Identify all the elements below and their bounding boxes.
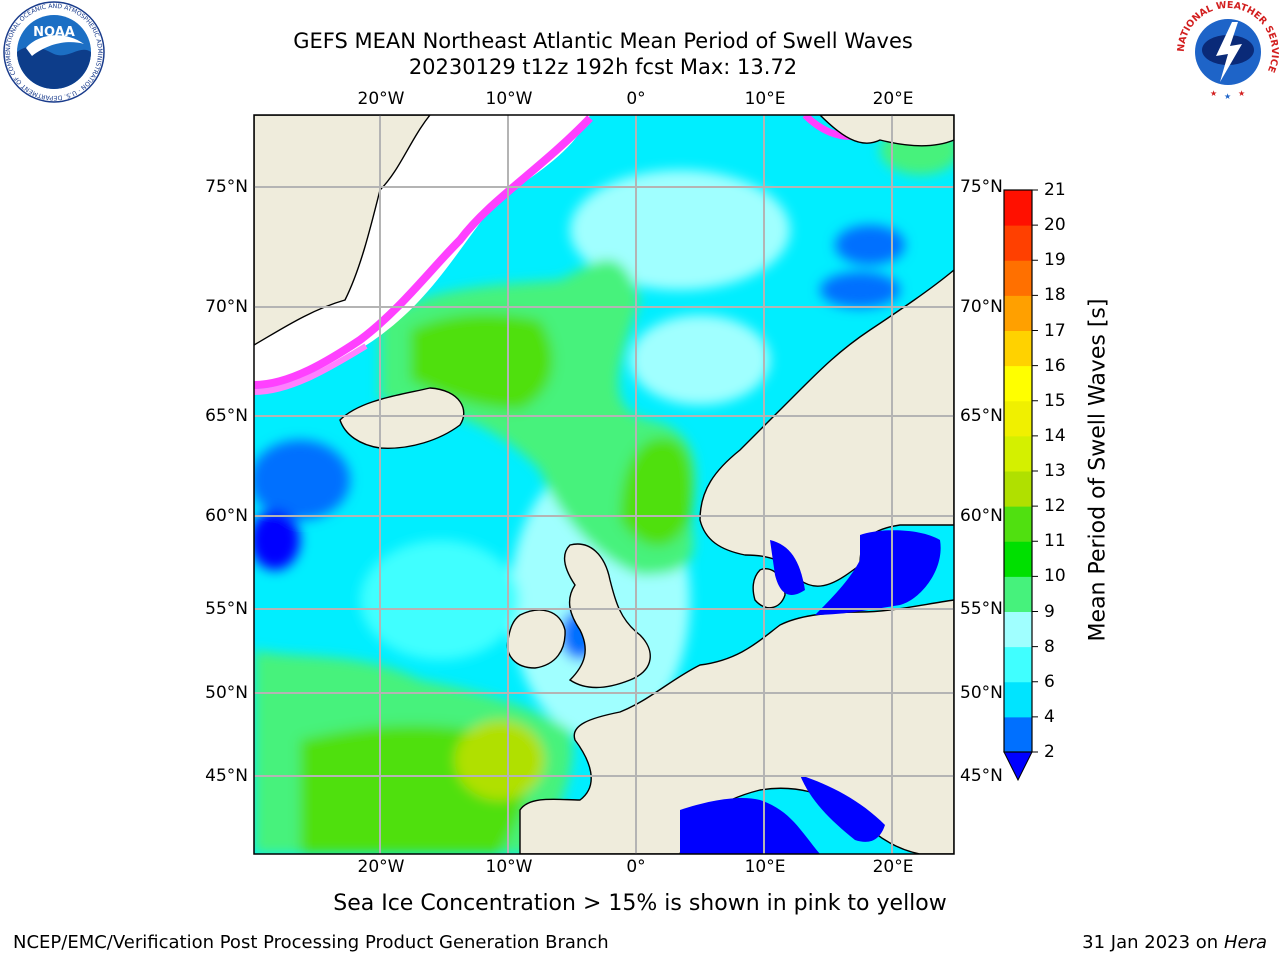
footer-credit: NCEP/EMC/Verification Post Processing Pr… <box>13 932 609 953</box>
colorbar-band <box>1004 506 1032 542</box>
colorbar-band <box>1004 190 1032 226</box>
colorbar-tick-label: 8 <box>1044 636 1055 657</box>
graticule <box>254 115 954 854</box>
colorbar-band <box>1004 681 1032 718</box>
sea-ice-note: Sea Ice Concentration > 15% is shown in … <box>333 891 947 916</box>
colorbar-band <box>1004 541 1032 577</box>
colorbar-band <box>1004 646 1032 683</box>
lon-label-bottom: 20°E <box>872 857 914 877</box>
lon-label-bottom: 20°W <box>357 857 405 877</box>
colorbar-tick-label: 9 <box>1044 601 1055 622</box>
colorbar <box>1003 189 1038 782</box>
footer-host: Hera <box>1223 932 1267 953</box>
lat-label-right: 60°N <box>960 506 1003 526</box>
colorbar-band <box>1004 471 1032 507</box>
colorbar-tick-label: 14 <box>1044 425 1066 446</box>
colorbar-tick-label: 6 <box>1044 671 1055 692</box>
colorbar-tick-label: 2 <box>1044 742 1055 762</box>
colorbar-band <box>1004 365 1032 402</box>
colorbar-tick-label: 11 <box>1044 531 1066 552</box>
noaa-logo-text: NOAA <box>33 25 75 40</box>
footer-date: 31 Jan 2023 on Hera <box>1082 932 1267 953</box>
lon-label-bottom: 10°W <box>485 857 533 877</box>
lat-label-right: 65°N <box>960 406 1003 426</box>
lat-label-left: 70°N <box>205 297 248 317</box>
footer-date-text: 31 Jan 2023 on <box>1082 932 1224 953</box>
colorbar-tick-label: 20 <box>1044 215 1066 236</box>
lon-label-top: 0° <box>626 89 646 109</box>
chart-title: GEFS MEAN Northeast Atlantic Mean Period… <box>293 29 913 53</box>
colorbar-band <box>1004 435 1032 472</box>
colorbar-tick-label: 13 <box>1044 461 1066 481</box>
colorbar-tick-label: 12 <box>1044 496 1066 517</box>
lat-label-left: 75°N <box>205 177 248 197</box>
colorbar-band <box>1004 576 1032 612</box>
map-field <box>254 115 954 854</box>
colorbar-band <box>1004 260 1032 296</box>
colorbar-band <box>1004 225 1032 261</box>
lat-label-left: 55°N <box>205 599 248 619</box>
star-icon: ★ <box>1210 89 1217 98</box>
lon-label-bottom: 10°E <box>744 857 786 877</box>
colorbar-tick-label: 19 <box>1044 250 1066 271</box>
colorbar-band <box>1004 400 1032 437</box>
colorbar-tick-label: 4 <box>1044 706 1055 727</box>
lon-label-top: 10°W <box>485 89 533 109</box>
colorbar-extend-triangle <box>1003 751 1033 782</box>
lat-label-right: 75°N <box>960 177 1003 197</box>
lat-label-left: 45°N <box>205 766 248 786</box>
lat-label-left: 50°N <box>205 683 248 703</box>
chart-subtitle: 20230129 t12z 192h fcst Max: 13.72 <box>408 55 798 79</box>
colorbar-tick-label: 15 <box>1044 390 1066 411</box>
lon-label-top: 10°E <box>744 89 786 109</box>
lat-label-right: 55°N <box>960 599 1003 619</box>
lon-label-bottom: 0° <box>626 857 646 877</box>
lat-label-left: 65°N <box>205 406 248 426</box>
colorbar-band <box>1004 716 1032 753</box>
lat-label-right: 45°N <box>960 766 1003 786</box>
noaa-logo: NATIONAL OCEANIC AND ATMOSPHERIC ADMINIS… <box>2 0 105 103</box>
colorbar-label: Mean Period of Swell Waves [s] <box>1085 298 1111 642</box>
star-icon: ★ <box>1238 89 1245 98</box>
nws-logo: NATIONAL WEATHER SERVICE ★ ★ ★ <box>1176 0 1280 102</box>
colorbar-band <box>1004 330 1032 367</box>
colorbar-band <box>1004 611 1032 648</box>
star-icon: ★ <box>1224 92 1231 101</box>
lat-label-left: 60°N <box>205 506 248 526</box>
colorbar-tick-label: 17 <box>1044 320 1066 341</box>
colorbar-tick-label: 21 <box>1044 180 1066 200</box>
colorbar-band <box>1004 295 1032 331</box>
lat-label-right: 50°N <box>960 683 1003 703</box>
colorbar-tick-label: 10 <box>1044 566 1066 587</box>
lat-label-right: 70°N <box>960 297 1003 317</box>
colorbar-tick-label: 18 <box>1044 285 1066 306</box>
map-frame <box>253 114 955 855</box>
lon-label-top: 20°W <box>357 89 405 109</box>
colorbar-tick-label: 16 <box>1044 355 1066 376</box>
lon-label-top: 20°E <box>872 89 914 109</box>
